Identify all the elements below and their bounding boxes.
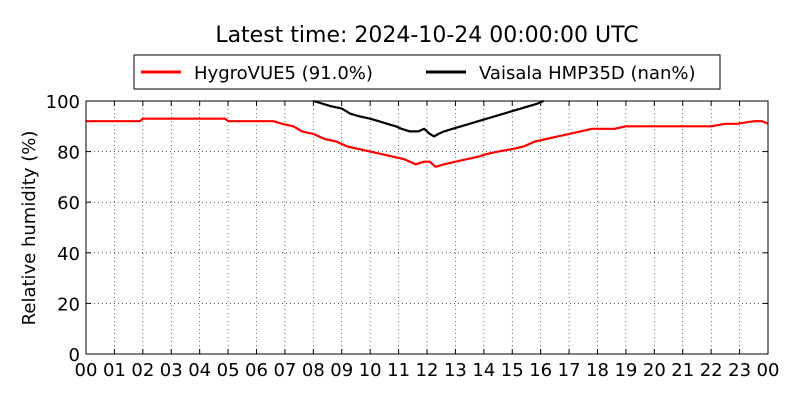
chart-title: Latest time: 2024-10-24 00:00:00 UTC [215,23,638,48]
x-tick-label: 02 [131,360,154,381]
x-tick-label: 08 [302,360,325,381]
x-tick-label: 00 [757,360,780,381]
x-tick-label: 00 [75,360,98,381]
x-tick-label: 03 [160,360,183,381]
x-tick-label: 10 [359,360,382,381]
y-axis: 0 20 40 60 80 100 [46,92,768,366]
x-tick-label: 09 [330,360,353,381]
x-tick-label: 11 [387,360,410,381]
x-tick-label: 14 [472,360,495,381]
x-tick-label: 17 [558,360,581,381]
y-axis-label: Relative humidity (%) [19,131,40,326]
x-tick-label: 13 [444,360,467,381]
x-tick-label: 01 [103,360,126,381]
x-tick-label: 06 [245,360,268,381]
y-tick-label: 60 [57,193,80,214]
x-tick-label: 19 [614,360,637,381]
y-tick-label: 80 [57,143,80,164]
series-layer [86,99,769,168]
y-tick-label: 20 [57,294,80,315]
gridlines [86,101,768,354]
legend-label-vaisala: Vaisala HMP35D (nan%) [479,63,696,84]
plot-area: 00 01 02 03 04 05 06 07 08 09 10 11 12 13 14 15 16 17 18 19… [46,92,780,381]
x-tick-label: 22 [700,360,723,381]
x-tick-label: 20 [643,360,666,381]
y-tick-label: 40 [57,244,80,265]
x-tick-label: 12 [416,360,439,381]
x-tick-label: 05 [217,360,240,381]
x-axis: 00 01 02 03 04 05 06 07 08 09 10 11 12 13 14 15 16 17 18 19… [75,101,780,381]
legend-label-hygrovue5: HygroVUE5 (91.0%) [194,63,373,84]
plot-frame [85,100,769,355]
x-tick-label: 15 [501,360,524,381]
series-line-vaisala [312,99,544,138]
legend: HygroVUE5 (91.0%) Vaisala HMP35D (nan%) [133,54,721,90]
x-tick-label: 18 [586,360,609,381]
x-tick-label: 16 [529,360,552,381]
series-line-hygrovue5 [86,117,769,168]
x-tick-label: 04 [188,360,211,381]
x-tick-label: 23 [728,360,751,381]
y-tick-label: 0 [69,345,80,366]
x-tick-label: 07 [273,360,296,381]
x-tick-label: 21 [671,360,694,381]
y-tick-label: 100 [46,92,80,113]
